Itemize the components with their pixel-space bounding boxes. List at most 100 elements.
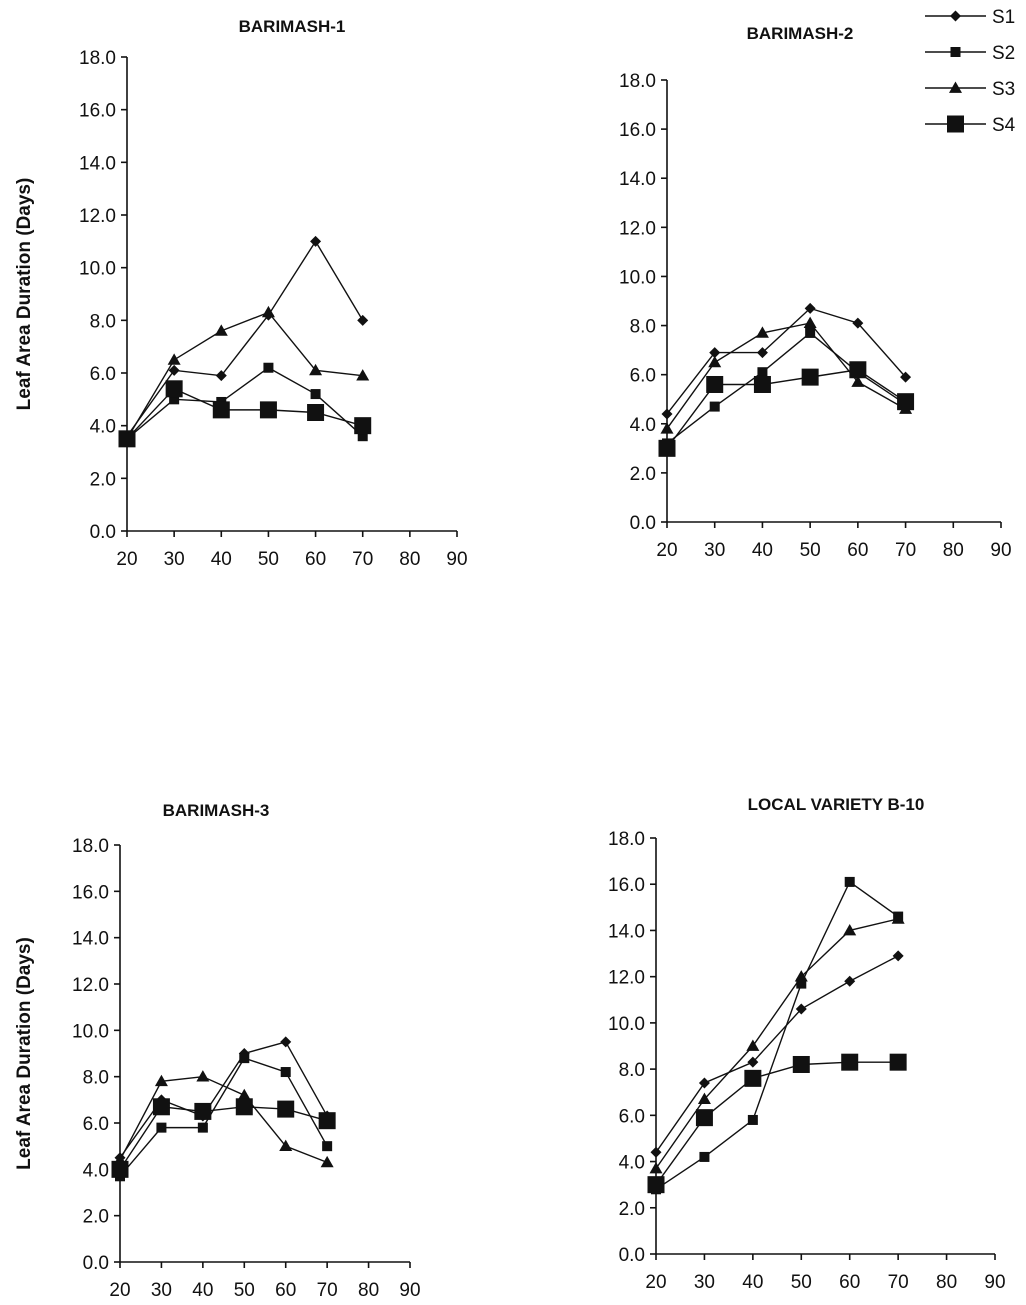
y-tick-label: 8.0 bbox=[90, 311, 116, 332]
series-line-s1 bbox=[655, 955, 899, 1153]
x-tick-label: 70 bbox=[352, 549, 373, 570]
x-tick-label: 40 bbox=[192, 1280, 213, 1301]
data-point-s3 bbox=[154, 1074, 168, 1087]
data-point-s3 bbox=[803, 316, 817, 328]
x-tick-label: 90 bbox=[984, 1272, 1005, 1293]
data-point-s2 bbox=[709, 401, 720, 412]
data-point-s2 bbox=[263, 362, 274, 373]
chart-title: LOCAL VARIETY B-10 bbox=[748, 795, 925, 814]
data-point-s3 bbox=[320, 1155, 334, 1168]
y-tick-label: 18.0 bbox=[79, 48, 116, 69]
data-point-s4 bbox=[111, 1160, 129, 1178]
data-point-s2 bbox=[796, 978, 807, 989]
x-tick-label: 30 bbox=[704, 540, 725, 561]
data-point-s3 bbox=[660, 422, 674, 434]
series-line-s2 bbox=[119, 1057, 328, 1177]
legend-marker-s4 bbox=[947, 115, 964, 133]
y-tick-label: 4.0 bbox=[619, 1153, 645, 1174]
series-line-s4 bbox=[126, 387, 363, 440]
legend-label-s2: S2 bbox=[992, 43, 1015, 64]
series-line-s3 bbox=[655, 918, 899, 1169]
y-axis-label: Leaf Area Duration (Days) bbox=[14, 937, 35, 1170]
legend-marker-s1 bbox=[950, 10, 961, 22]
data-point-s3 bbox=[891, 912, 905, 924]
y-tick-label: 12.0 bbox=[79, 206, 116, 227]
x-tick-label: 20 bbox=[645, 1272, 666, 1293]
y-tick-label: 8.0 bbox=[619, 1060, 645, 1081]
data-point-s4 bbox=[849, 361, 867, 379]
chart-panel-1: BARIMASH-1 0.0 2.0 4.0 6.0 8.0 10.0 12.0 14.0 16.… bbox=[14, 17, 468, 570]
data-point-s1 bbox=[747, 1056, 759, 1068]
y-tick-label: 6.0 bbox=[90, 364, 116, 385]
data-point-s4 bbox=[118, 430, 136, 448]
legend-marker-s2 bbox=[950, 47, 961, 57]
data-point-s2 bbox=[747, 1114, 758, 1125]
data-point-s3 bbox=[309, 363, 323, 376]
y-tick-label: 18.0 bbox=[72, 836, 109, 857]
data-point-s3 bbox=[843, 923, 857, 936]
y-tick-label: 10.0 bbox=[619, 267, 656, 288]
data-point-s2 bbox=[844, 876, 855, 887]
data-point-s4 bbox=[307, 404, 325, 421]
data-point-s2 bbox=[169, 394, 180, 405]
data-point-s3 bbox=[851, 375, 865, 387]
x-tick-label: 80 bbox=[399, 549, 420, 570]
data-point-s1 bbox=[168, 364, 180, 376]
data-point-s1 bbox=[650, 1146, 662, 1158]
data-point-s4 bbox=[801, 368, 819, 386]
y-tick-label: 8.0 bbox=[83, 1068, 109, 1089]
data-point-s4 bbox=[897, 393, 915, 411]
x-tick-label: 80 bbox=[936, 1272, 957, 1293]
series-line-s3 bbox=[126, 311, 363, 440]
y-tick-label: 12.0 bbox=[619, 218, 656, 239]
data-point-s1 bbox=[280, 1036, 292, 1048]
data-point-s3 bbox=[214, 324, 228, 336]
data-point-s1 bbox=[357, 314, 369, 326]
chart-title: BARIMASH-1 bbox=[239, 17, 346, 36]
data-point-s4 bbox=[318, 1112, 336, 1130]
y-tick-label: 4.0 bbox=[90, 417, 116, 438]
x-tick-label: 20 bbox=[109, 1280, 130, 1301]
x-tick-label: 70 bbox=[888, 1272, 909, 1293]
chart-title: BARIMASH-2 bbox=[747, 24, 854, 43]
data-point-s3 bbox=[649, 1161, 663, 1174]
y-tick-label: 14.0 bbox=[619, 169, 656, 190]
data-point-s3 bbox=[697, 1092, 711, 1105]
x-tick-label: 40 bbox=[211, 549, 232, 570]
series-line-s4 bbox=[119, 1106, 328, 1170]
data-point-s1 bbox=[795, 1003, 807, 1015]
x-tick-label: 70 bbox=[895, 540, 916, 561]
y-tick-label: 6.0 bbox=[630, 366, 656, 387]
x-tick-label: 40 bbox=[742, 1272, 763, 1293]
x-tick-label: 60 bbox=[839, 1272, 860, 1293]
legend-label-s4: S4 bbox=[992, 115, 1016, 136]
data-point-s4 bbox=[744, 1069, 762, 1087]
data-point-s1 bbox=[892, 950, 904, 962]
y-tick-label: 6.0 bbox=[619, 1106, 645, 1127]
data-point-s3 bbox=[746, 1039, 760, 1051]
data-point-s4 bbox=[212, 401, 230, 419]
x-tick-label: 30 bbox=[694, 1272, 715, 1293]
y-tick-label: 14.0 bbox=[72, 929, 109, 950]
x-tick-label: 60 bbox=[305, 549, 326, 570]
series-line-s2 bbox=[126, 366, 364, 440]
y-tick-label: 6.0 bbox=[83, 1114, 109, 1135]
data-point-s4 bbox=[354, 417, 372, 435]
y-tick-label: 4.0 bbox=[630, 415, 656, 436]
y-tick-label: 8.0 bbox=[630, 317, 656, 338]
y-tick-label: 0.0 bbox=[630, 513, 656, 534]
x-tick-label: 50 bbox=[800, 540, 821, 561]
y-tick-label: 12.0 bbox=[72, 975, 109, 996]
y-tick-label: 10.0 bbox=[608, 1014, 645, 1035]
y-axis-label: Leaf Area Duration (Days) bbox=[14, 178, 35, 411]
data-point-s4 bbox=[841, 1053, 859, 1071]
data-point-s1 bbox=[310, 235, 322, 247]
y-tick-label: 0.0 bbox=[90, 522, 116, 543]
x-tick-label: 70 bbox=[317, 1280, 338, 1301]
chart-panel-3: BARIMASH-3 0.0 2.0 4.0 6.0 8.0 10.0 12.0 14.0 16.… bbox=[14, 801, 421, 1301]
data-point-s4 bbox=[889, 1053, 907, 1071]
chart-panel-4: LOCAL VARIETY B-10 0.0 2.0 4.0 6.0 8.0 10.0 12.… bbox=[608, 795, 1006, 1293]
legend-label-s3: S3 bbox=[992, 79, 1015, 100]
y-tick-label: 18.0 bbox=[608, 829, 645, 850]
chart-panel-2: BARIMASH-2 0.0 2.0 4.0 6.0 8.0 10.0 12.0 14.0 16.… bbox=[619, 7, 1016, 561]
